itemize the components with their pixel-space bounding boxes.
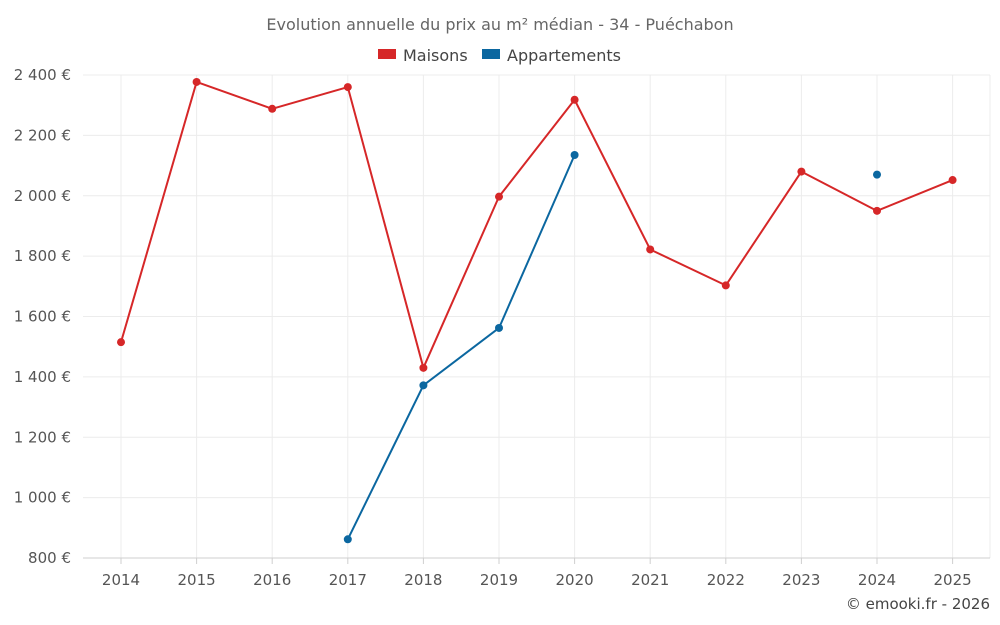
chart-title: Evolution annuelle du prix au m² médian … <box>266 15 733 34</box>
legend: Maisons Appartements <box>378 46 621 65</box>
data-point-appartements[interactable] <box>570 150 579 159</box>
data-point-maisons[interactable] <box>570 95 579 104</box>
legend-label-maisons[interactable]: Maisons <box>403 46 468 65</box>
data-point-maisons[interactable] <box>192 77 201 86</box>
legend-label-appartements[interactable]: Appartements <box>507 46 621 65</box>
data-point-appartements[interactable] <box>873 170 881 179</box>
y-tick-label: 2 000 € <box>14 187 71 205</box>
credit-text: © emooki.fr - 2026 <box>846 595 990 613</box>
grid <box>83 74 991 559</box>
y-tick-label: 800 € <box>28 549 71 567</box>
data-point-appartements[interactable] <box>495 323 503 332</box>
series-points <box>117 77 957 544</box>
data-point-maisons[interactable] <box>873 206 881 215</box>
series-line-appartements <box>346 154 576 540</box>
y-tick-label: 2 200 € <box>14 126 71 144</box>
data-point-appartements[interactable] <box>343 535 352 544</box>
y-tick-label: 1 800 € <box>14 247 71 265</box>
x-tick-label: 2023 <box>782 571 820 589</box>
x-tick-label: 2014 <box>102 571 140 589</box>
data-point-maisons[interactable] <box>646 245 655 254</box>
data-point-maisons[interactable] <box>721 281 730 290</box>
data-point-maisons[interactable] <box>268 104 277 113</box>
y-tick-label: 1 000 € <box>14 489 71 507</box>
x-axis: 2014 2015 2016 2017 2018 2019 2020 2021 2022 2023… <box>83 557 990 589</box>
legend-swatch-appartements <box>482 49 500 59</box>
x-tick-label: 2024 <box>858 571 896 589</box>
x-tick-label: 2020 <box>556 571 594 589</box>
series-lines <box>120 80 953 540</box>
data-point-maisons[interactable] <box>948 176 957 185</box>
x-tick-label: 2021 <box>631 571 669 589</box>
y-axis: 800 € 1 000 € 1 200 € 1 400 € 1 600 € 1 800 €… <box>14 66 71 567</box>
x-tick-label: 2025 <box>934 571 972 589</box>
data-point-maisons[interactable] <box>419 363 428 372</box>
data-point-maisons[interactable] <box>117 338 125 347</box>
series-line-maisons <box>120 80 953 369</box>
y-tick-label: 2 400 € <box>14 66 71 84</box>
y-tick-label: 1 600 € <box>14 308 71 326</box>
data-point-maisons[interactable] <box>797 167 806 176</box>
data-point-appartements[interactable] <box>419 381 428 390</box>
x-tick-label: 2017 <box>329 571 367 589</box>
x-tick-label: 2015 <box>178 571 216 589</box>
x-tick-label: 2018 <box>404 571 442 589</box>
y-tick-label: 1 200 € <box>14 428 71 446</box>
legend-swatch-maisons <box>378 49 396 59</box>
x-tick-label: 2022 <box>707 571 745 589</box>
data-point-maisons[interactable] <box>343 83 352 92</box>
data-point-maisons[interactable] <box>495 192 503 201</box>
y-tick-label: 1 400 € <box>14 368 71 386</box>
x-tick-label: 2016 <box>253 571 291 589</box>
x-tick-label: 2019 <box>480 571 518 589</box>
